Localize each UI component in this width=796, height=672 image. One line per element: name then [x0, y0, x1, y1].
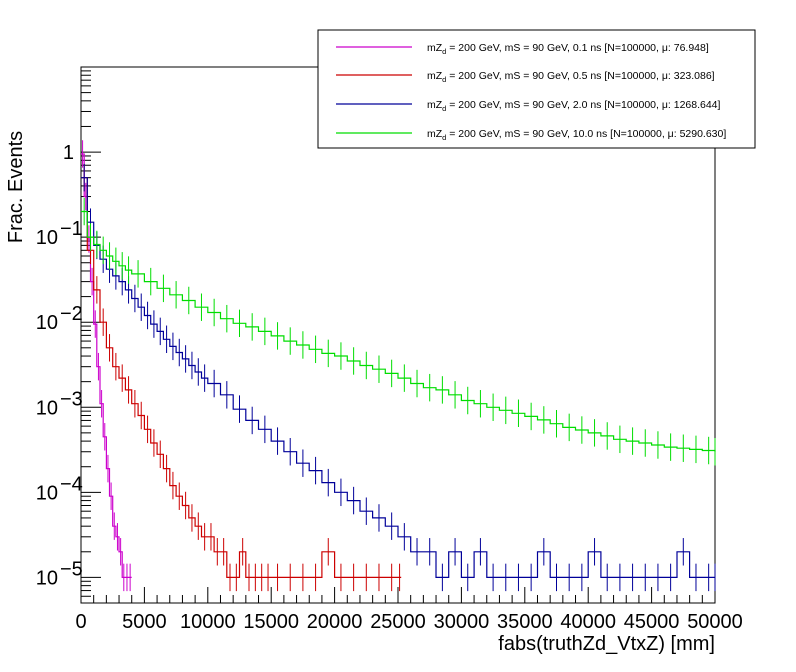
y-tick-exponent: −3: [60, 388, 83, 410]
legend: mZd = 200 GeV, mS = 90 GeV, 0.1 ns [N=10…: [317, 29, 756, 149]
y-tick-exponent: −4: [60, 473, 83, 495]
y-tick-label: 10: [36, 312, 58, 334]
series-layer: [81, 140, 716, 592]
y-tick-label: 10: [36, 567, 58, 589]
x-tick-label: 5000: [122, 611, 167, 633]
plot-frame: [80, 66, 716, 604]
x-tick-label: 45000: [624, 611, 680, 633]
series-line: [81, 177, 402, 578]
series-1: [81, 140, 132, 592]
x-tick-label: 50000: [687, 611, 743, 633]
x-tick-label: 10000: [180, 611, 236, 633]
y-tick-label: 10: [36, 397, 58, 419]
x-tick-label: 0: [75, 611, 86, 633]
series-3: [81, 163, 716, 592]
x-tick-label: 40000: [560, 611, 616, 633]
series-2: [81, 163, 402, 592]
series-line: [81, 210, 716, 452]
x-tick-label: 30000: [434, 611, 490, 633]
x-axis-ticks: 0 5000 10000 15000 20000 25000 30000 35000 40000…: [75, 587, 743, 633]
legend-label: mZd = 200 GeV, mS = 90 GeV, 0.1 ns [N=10…: [427, 42, 709, 56]
y-tick-exponent: −1: [60, 218, 83, 240]
x-tick-label: 35000: [497, 611, 553, 633]
legend-label: mZd = 200 GeV, mS = 90 GeV, 0.5 ns [N=10…: [427, 70, 715, 84]
y-tick-exponent: −5: [60, 558, 83, 580]
y-tick-label: 1: [63, 142, 74, 164]
legend-box: [317, 29, 756, 149]
y-tick-label: 10: [36, 227, 58, 249]
x-axis-title: fabs(truthZd_VtxZ) [mm]: [498, 633, 715, 655]
series-line: [81, 153, 132, 578]
legend-label: mZd = 200 GeV, mS = 90 GeV, 2.0 ns [N=10…: [427, 99, 721, 113]
y-tick-label: 10: [36, 482, 58, 504]
x-tick-label: 20000: [307, 611, 363, 633]
y-tick-exponent: −2: [60, 303, 83, 325]
series-4: [81, 197, 716, 466]
legend-label: mZd = 200 GeV, mS = 90 GeV, 10.0 ns [N=1…: [427, 128, 726, 142]
x-tick-label: 15000: [243, 611, 299, 633]
x-tick-label: 25000: [370, 611, 426, 633]
y-axis-ticks: 10 −510 −410 −310 −210 −11: [36, 66, 101, 597]
y-axis-title: Frac. Events: [5, 131, 27, 243]
series-line: [81, 177, 715, 578]
